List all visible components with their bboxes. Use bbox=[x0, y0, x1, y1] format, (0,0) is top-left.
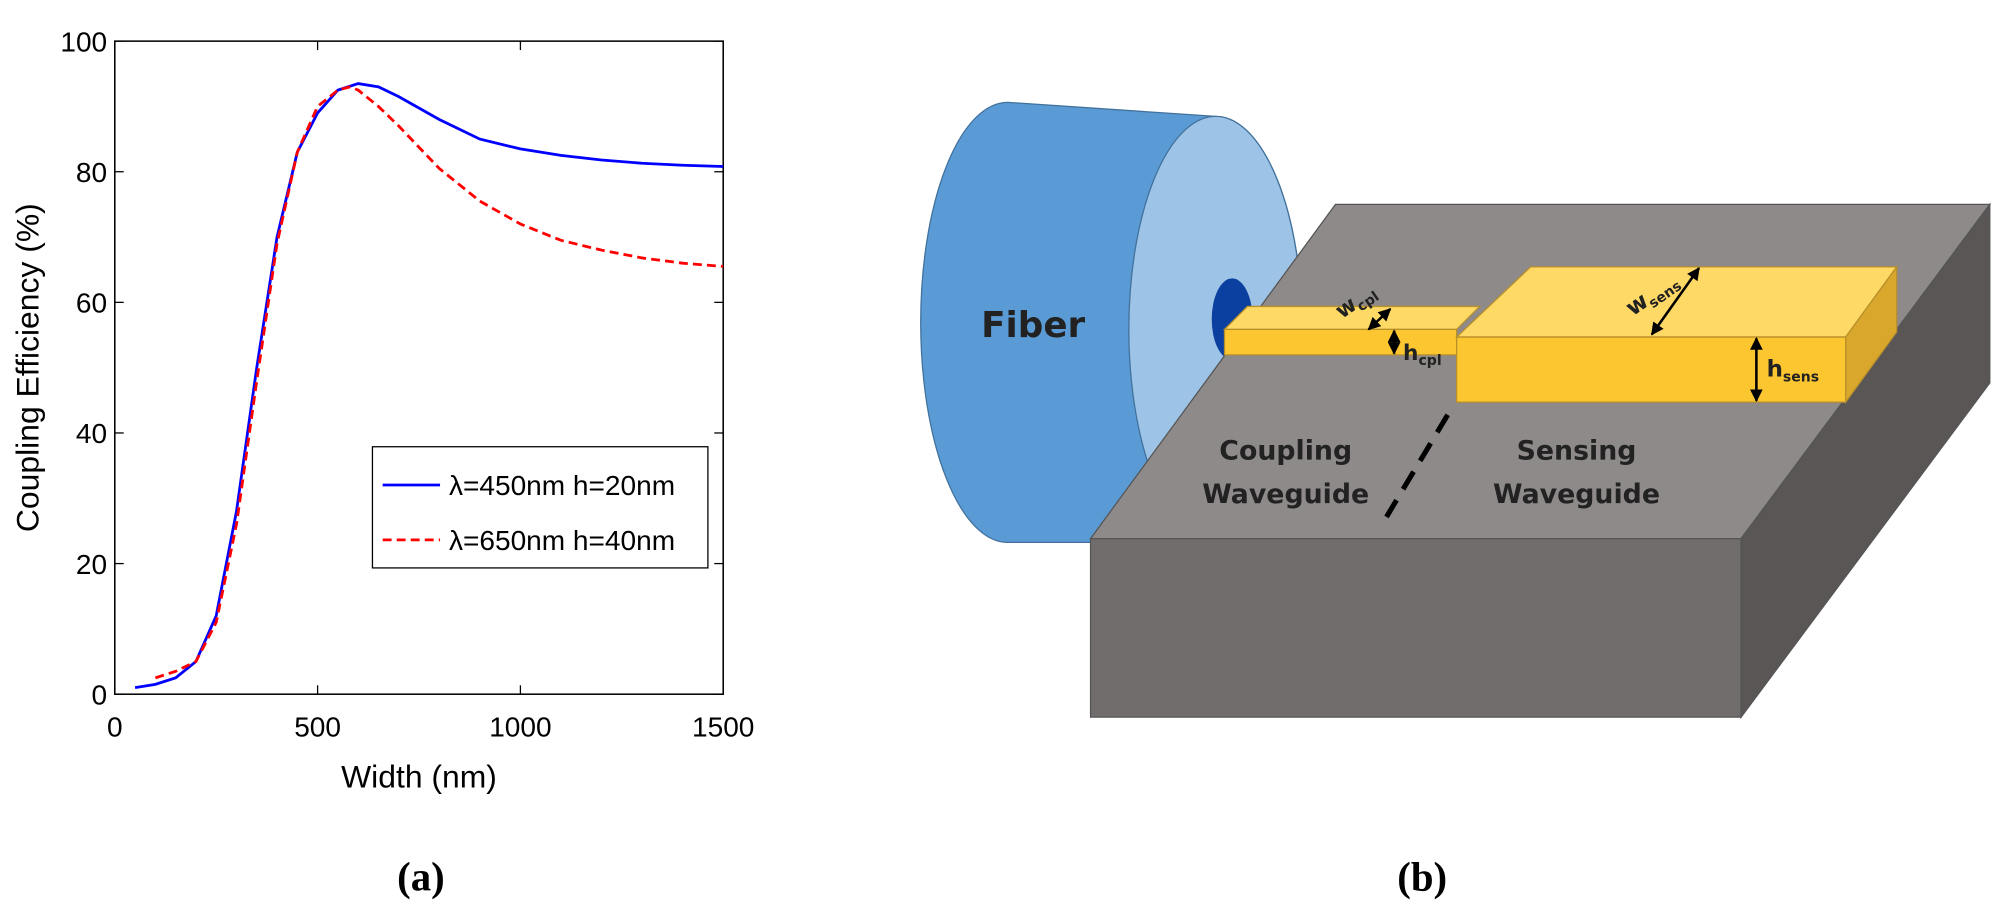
arrow bbox=[1650, 267, 1701, 336]
coupling-front bbox=[1223, 328, 1458, 356]
panel-label: (b) bbox=[1397, 855, 1447, 900]
divider bbox=[1384, 413, 1450, 519]
chart: 0 500 1000 1500 0 20 40 60 80 100 Width (nm) Coupli… bbox=[9, 26, 754, 794]
y-axis-label: Coupling Efficiency (%) bbox=[9, 203, 45, 532]
y-tick-label: 60 bbox=[76, 288, 107, 319]
sensing-label: Waveguide bbox=[1493, 479, 1660, 510]
x-tick-label: 1500 bbox=[692, 711, 754, 742]
substrate-side bbox=[1740, 202, 1991, 720]
x-tick-label: 500 bbox=[294, 711, 341, 742]
sensing-label: Sensing bbox=[1517, 436, 1637, 467]
arrow bbox=[1367, 308, 1392, 331]
coupling-label: Coupling bbox=[1219, 436, 1352, 467]
fiber-label: Fiber bbox=[981, 305, 1085, 346]
h-cpl-sub: cpl bbox=[1418, 353, 1441, 369]
y-tick-label: 40 bbox=[76, 418, 107, 449]
h-sens-sub: sens bbox=[1783, 370, 1819, 386]
x-tick-label: 1000 bbox=[489, 711, 551, 742]
y-tick-label: 80 bbox=[76, 157, 107, 188]
y-tick-label: 0 bbox=[92, 679, 108, 710]
diagram: Fiber Coupling Waveguide Sensing Wavegui… bbox=[920, 101, 1992, 720]
y-tick-label: 20 bbox=[76, 549, 107, 580]
sensing-side bbox=[1845, 264, 1898, 405]
substrate-front bbox=[1089, 537, 1742, 718]
legend-box bbox=[371, 446, 709, 569]
legend-label: λ=650nm h=40nm bbox=[449, 525, 675, 556]
h-cpl: hcpl bbox=[1403, 341, 1442, 369]
y-tick-label: 100 bbox=[60, 26, 107, 57]
h-sens: hsens bbox=[1767, 357, 1820, 386]
h-sens-base: h bbox=[1767, 357, 1783, 383]
x-axis-label: Width (nm) bbox=[341, 758, 497, 794]
legend-label: λ=450nm h=20nm bbox=[449, 470, 675, 501]
x-tick-label: 0 bbox=[107, 711, 123, 742]
plot-area bbox=[114, 40, 724, 695]
coupling-label: Waveguide bbox=[1202, 479, 1369, 510]
panel-label: (a) bbox=[397, 855, 445, 900]
sensing-top bbox=[1455, 266, 1898, 338]
h-cpl-base: h bbox=[1403, 341, 1418, 366]
